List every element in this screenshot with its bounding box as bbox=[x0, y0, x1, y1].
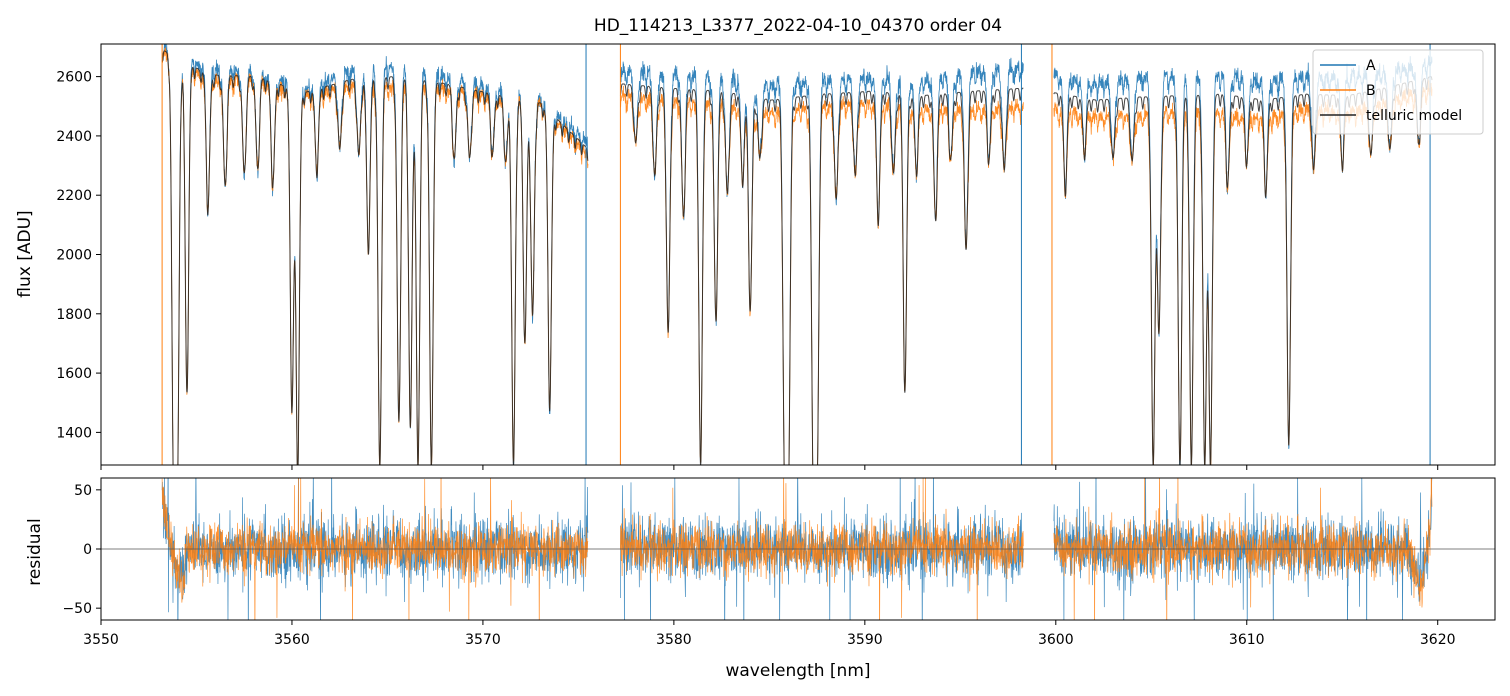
flux-y-tick-label: 1400 bbox=[56, 425, 92, 441]
series-b-line bbox=[1053, 80, 1433, 465]
legend-label-telluric-model: telluric model bbox=[1366, 108, 1462, 124]
residual-y-tick-label: 0 bbox=[83, 542, 92, 558]
x-tick-label: 3560 bbox=[274, 632, 310, 648]
residual-y-tick-label: −50 bbox=[62, 601, 92, 617]
residual-x-ticks: 3550 3560 3570 3580 3590 3600 3610 3620 bbox=[83, 620, 1456, 648]
chart-title: HD_114213_L3377_2022-04-10_04370 order 0… bbox=[594, 16, 1002, 36]
x-tick-label: 3610 bbox=[1229, 632, 1265, 648]
x-tick-label: 3620 bbox=[1420, 632, 1456, 648]
telluric-model-line bbox=[619, 83, 1024, 465]
residual-y-axis-label: residual bbox=[25, 518, 45, 585]
flux-y-tick-label: 2600 bbox=[56, 70, 92, 86]
x-tick-label: 3580 bbox=[656, 632, 692, 648]
flux-y-tick-label: 1800 bbox=[56, 307, 92, 323]
x-tick-label: 3600 bbox=[1038, 632, 1074, 648]
x-tick-label: 3550 bbox=[83, 632, 119, 648]
flux-y-axis-label: flux [ADU] bbox=[15, 210, 35, 297]
residual-y-ticks: −50 0 50 bbox=[62, 483, 101, 617]
telluric-model-line bbox=[1053, 76, 1433, 465]
x-tick-label: 3590 bbox=[847, 632, 883, 648]
legend-label-b: B bbox=[1366, 83, 1376, 99]
legend-box bbox=[1312, 49, 1484, 135]
flux-y-tick-label: 2400 bbox=[56, 129, 92, 145]
residual-b-line bbox=[161, 478, 589, 620]
residual-y-tick-label: 50 bbox=[74, 483, 92, 499]
x-tick-label: 3570 bbox=[465, 632, 501, 648]
flux-y-tick-label: 2200 bbox=[56, 188, 92, 204]
flux-y-tick-label: 2000 bbox=[56, 248, 92, 264]
x-axis-label: wavelength [nm] bbox=[725, 661, 870, 681]
residual-b-line bbox=[620, 478, 1024, 620]
flux-plot-area bbox=[161, 44, 1433, 465]
flux-x-ticks bbox=[100, 465, 1439, 470]
legend-label-a: A bbox=[1366, 58, 1376, 74]
flux-panel: 1400 1600 1800 2000 2200 2400 2600 flux [ADU] bbox=[15, 43, 1496, 470]
residual-plot-area bbox=[101, 478, 1495, 620]
telluric-model-line bbox=[161, 50, 589, 465]
series-a-line bbox=[620, 57, 1024, 465]
residual-b-line bbox=[1053, 478, 1433, 620]
flux-y-ticks: 1400 1600 1800 2000 2200 2400 2600 bbox=[56, 70, 101, 441]
flux-y-tick-label: 1600 bbox=[56, 366, 92, 382]
